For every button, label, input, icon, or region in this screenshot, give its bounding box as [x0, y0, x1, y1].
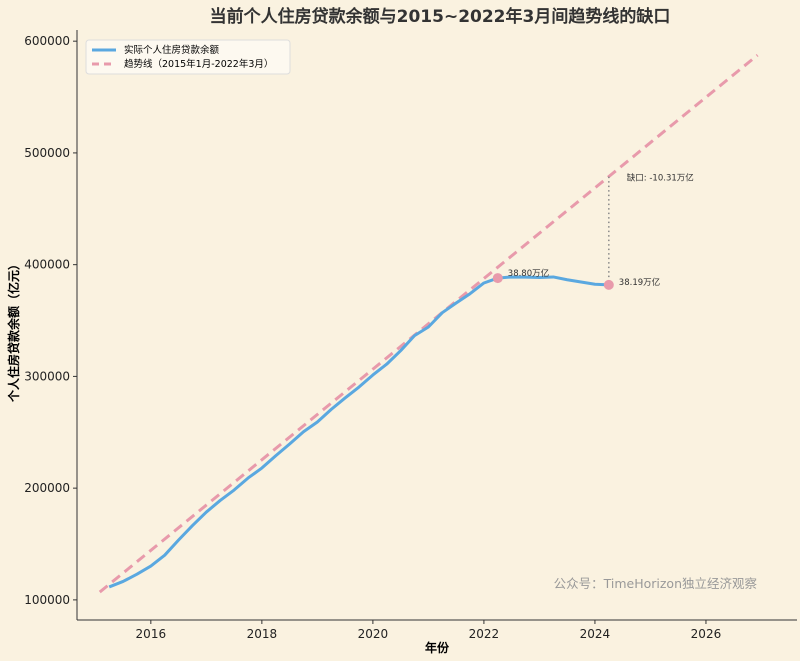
x-tick-label: 2018 — [247, 627, 278, 641]
x-tick-label: 2022 — [469, 627, 500, 641]
annotation-2022: 38.80万亿 — [508, 268, 549, 279]
marker-2024 — [603, 279, 614, 290]
legend-label-trend: 趋势线（2015年1月-2022年3月） — [124, 58, 273, 70]
y-tick-label: 400000 — [24, 258, 70, 272]
x-tick-label: 2026 — [691, 627, 722, 641]
y-tick-label: 300000 — [24, 369, 70, 383]
y-axis-label: 个人住房贷款余额（亿元） — [6, 258, 21, 403]
x-tick-label: 2016 — [136, 627, 167, 641]
x-axis-label: 年份 — [425, 640, 450, 655]
trend-line — [98, 53, 759, 594]
watermark: 公众号：TimeHorizon独立经济观察 — [554, 576, 758, 591]
y-tick-label: 600000 — [24, 34, 70, 48]
plot-area: 38.80万亿 38.19万亿 缺口: -10.31万亿 — [98, 53, 759, 594]
annotation-gap: 缺口: -10.31万亿 — [627, 173, 694, 184]
x-tick-label: 2024 — [580, 627, 611, 641]
axes: 2016 2018 2020 2022 2024 2026 100000 200000 3000… — [24, 30, 797, 641]
marker-2022 — [492, 273, 503, 284]
annotation-2024: 38.19万亿 — [619, 277, 660, 288]
legend-label-actual: 实际个人住房贷款余额 — [124, 44, 220, 56]
actual-line — [108, 275, 609, 589]
legend: 实际个人住房贷款余额 趋势线（2015年1月-2022年3月） — [85, 39, 291, 75]
x-tick-label: 2020 — [358, 627, 389, 641]
y-tick-label: 100000 — [24, 593, 70, 607]
y-tick-label: 200000 — [24, 481, 70, 495]
y-tick-label: 500000 — [24, 146, 70, 160]
chart-title: 当前个人住房贷款余额与2015~2022年3月间趋势线的缺口 — [210, 6, 671, 27]
